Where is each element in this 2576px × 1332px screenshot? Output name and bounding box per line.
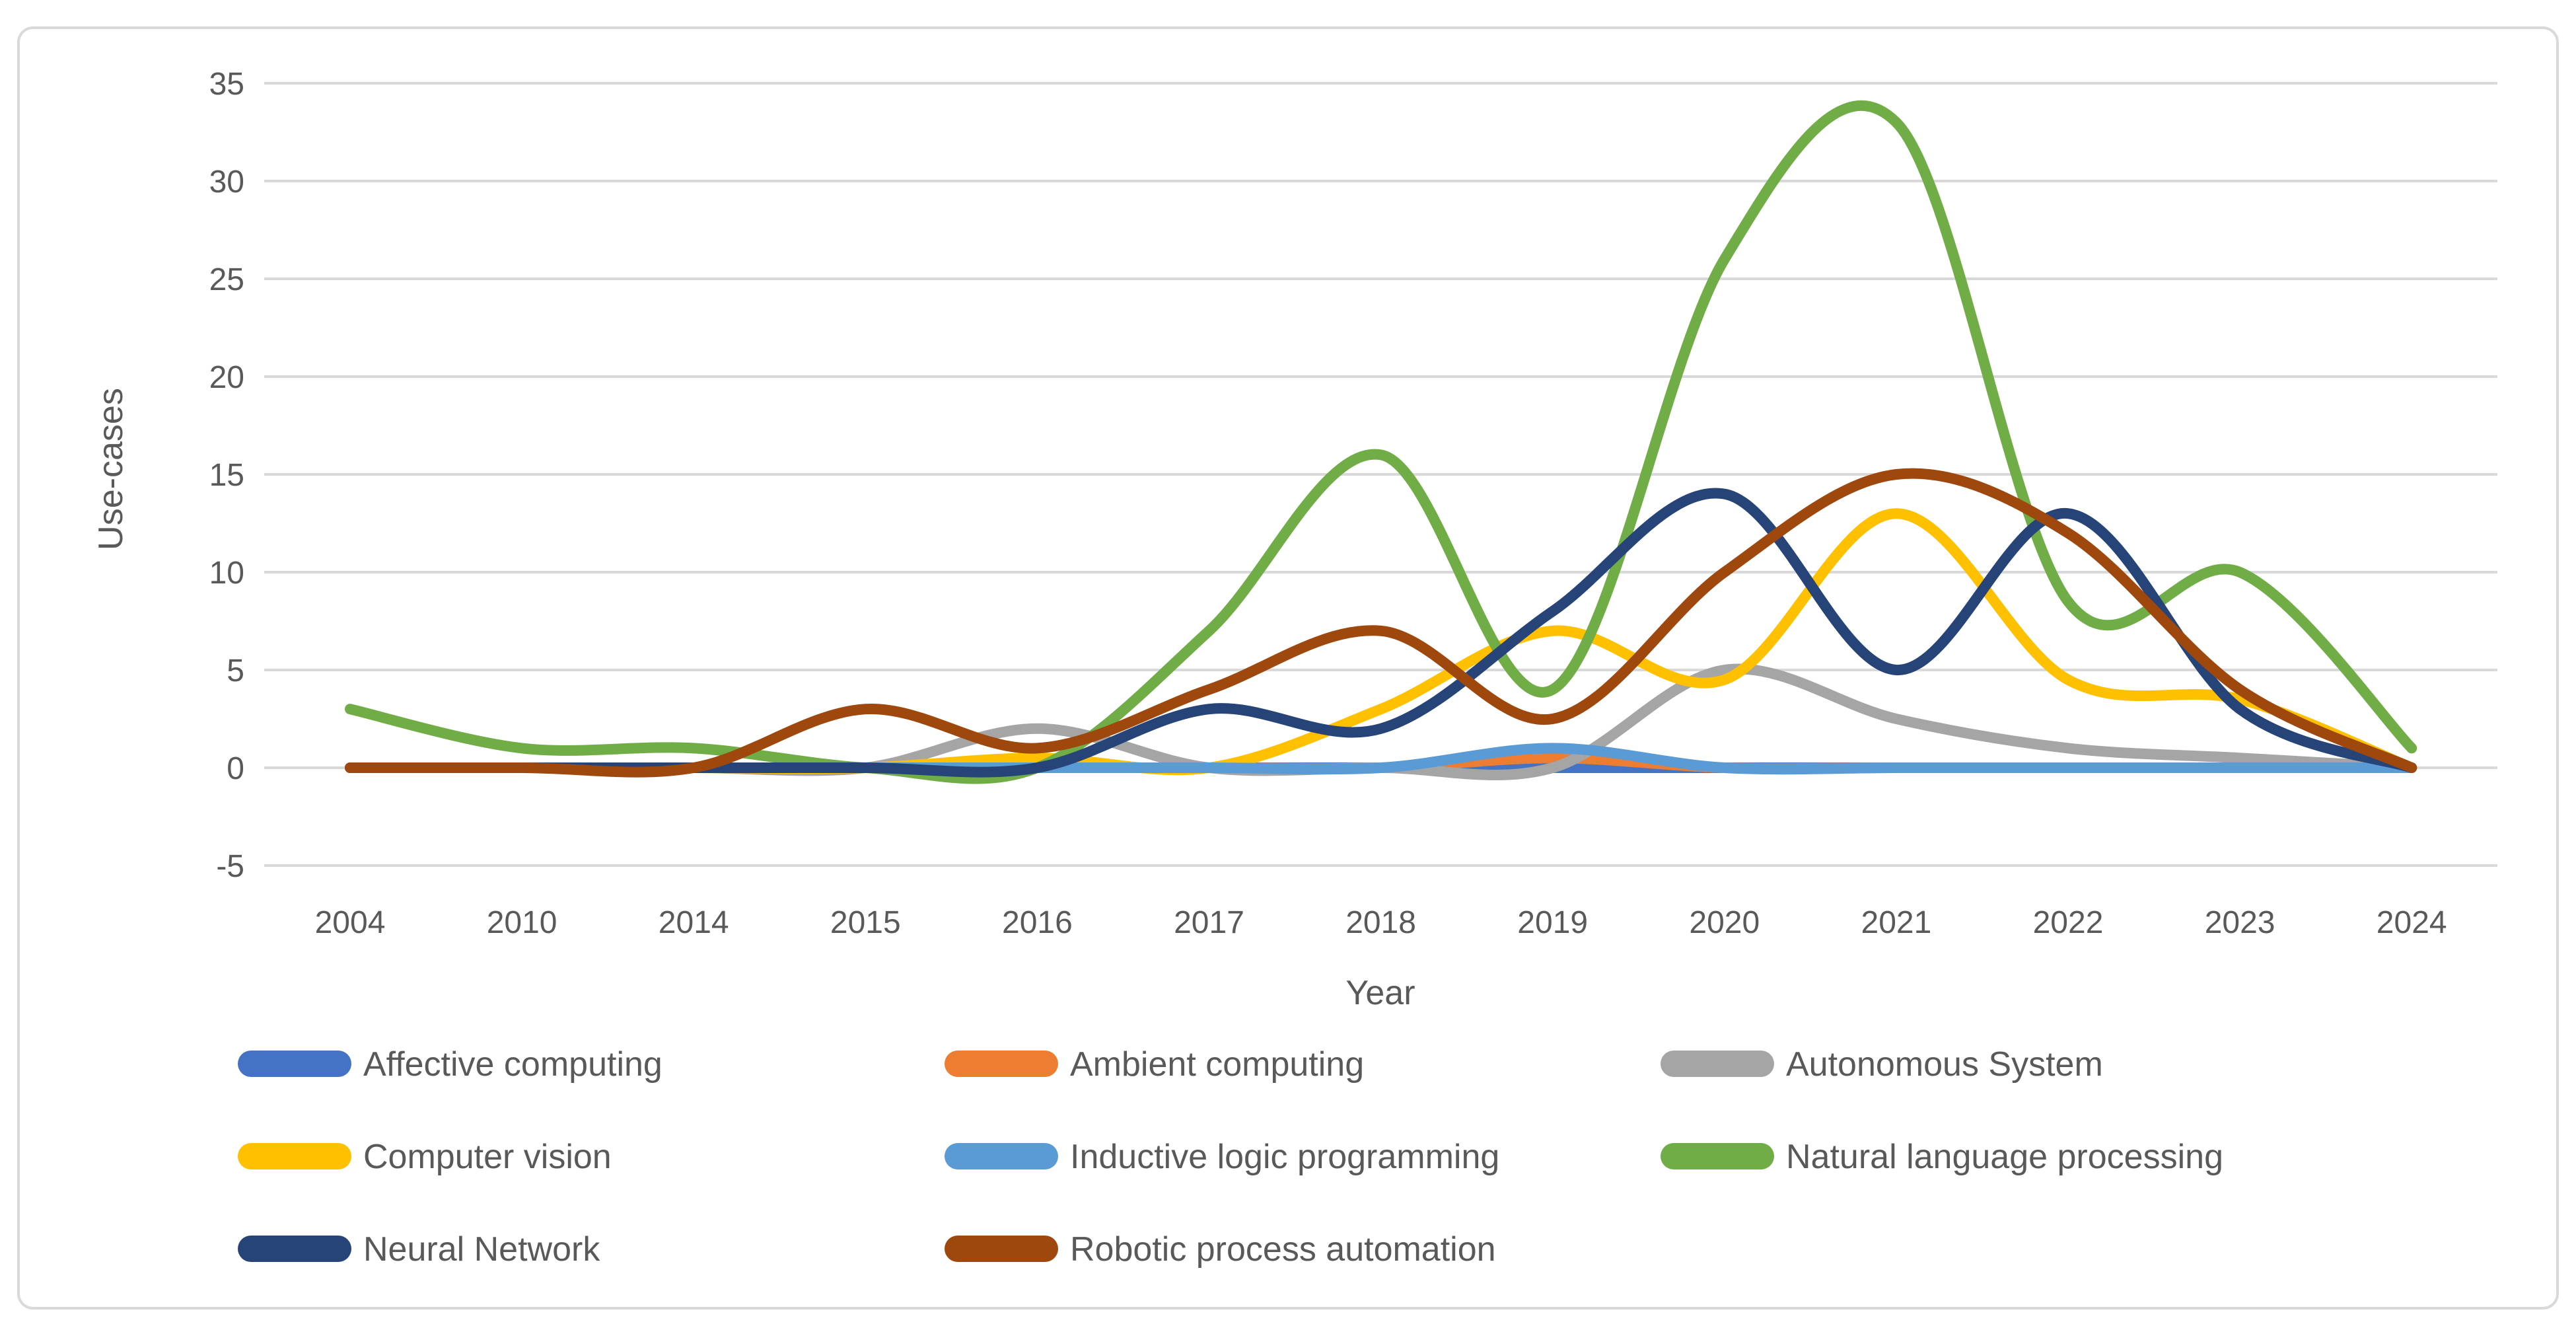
y-tick-label: 25 — [209, 262, 244, 297]
legend-item-natural-language-processing: Natural language processing — [1661, 1138, 2223, 1176]
y-axis-tick-labels: -5 0 5 10 15 20 25 30 35 — [209, 67, 244, 884]
legend-label: Inductive logic programming — [1070, 1138, 1499, 1176]
legend-item-robotic-process-automation: Robotic process automation — [945, 1230, 1496, 1269]
legend-swatch-natural-language-processing — [1661, 1143, 1774, 1169]
y-tick-label: 10 — [209, 556, 244, 591]
x-tick-label: 2016 — [1002, 905, 1073, 940]
y-tick-label: 15 — [209, 458, 244, 493]
y-tick-label: -5 — [216, 849, 244, 884]
legend-swatch-inductive-logic-programming — [945, 1143, 1058, 1169]
x-tick-label: 2015 — [830, 905, 901, 940]
y-tick-label: 5 — [227, 653, 244, 688]
x-tick-label: 2020 — [1689, 905, 1760, 940]
x-axis-tick-labels: 2004 2010 2014 2015 2016 2017 2018 2019 2020 2021… — [315, 905, 2447, 940]
legend-item-affective-computing: Affective computing — [238, 1045, 662, 1084]
legend-label: Natural language processing — [1786, 1138, 2223, 1176]
legend-item-computer-vision: Computer vision — [238, 1138, 612, 1176]
legend-label: Neural Network — [363, 1230, 600, 1269]
y-tick-label: 35 — [209, 67, 244, 102]
legend: Affective computing Ambient computing Auto… — [238, 1045, 2223, 1269]
x-tick-label: 2017 — [1174, 905, 1244, 940]
series-lines-group — [345, 100, 2417, 784]
legend-item-ambient-computing: Ambient computing — [945, 1045, 1364, 1084]
legend-swatch-robotic-process-automation — [945, 1236, 1058, 1262]
legend-label: Affective computing — [363, 1045, 662, 1084]
x-tick-label: 2022 — [2033, 905, 2104, 940]
legend-swatch-computer-vision — [238, 1143, 351, 1169]
legend-swatch-ambient-computing — [945, 1051, 1058, 1077]
legend-label: Robotic process automation — [1070, 1230, 1496, 1269]
legend-swatch-autonomous-system — [1661, 1051, 1774, 1077]
y-tick-label: 20 — [209, 360, 244, 395]
y-axis-title: Use-cases — [92, 388, 130, 550]
x-axis-title: Year — [1345, 974, 1415, 1012]
y-tick-label: 0 — [227, 751, 244, 786]
legend-item-neural-network: Neural Network — [238, 1230, 600, 1269]
x-tick-label: 2019 — [1517, 905, 1588, 940]
x-tick-label: 2004 — [315, 905, 386, 940]
chart-border — [17, 26, 2559, 1310]
x-tick-label: 2018 — [1345, 905, 1416, 940]
y-tick-label: 30 — [209, 165, 244, 200]
x-tick-label: 2023 — [2205, 905, 2275, 940]
legend-item-inductive-logic-programming: Inductive logic programming — [945, 1138, 1499, 1176]
x-tick-label: 2024 — [2377, 905, 2447, 940]
x-tick-label: 2010 — [487, 905, 557, 940]
legend-label: Autonomous System — [1786, 1045, 2103, 1084]
x-tick-label: 2021 — [1861, 905, 1932, 940]
legend-item-autonomous-system: Autonomous System — [1661, 1045, 2103, 1084]
legend-swatch-affective-computing — [238, 1051, 351, 1077]
x-tick-label: 2014 — [659, 905, 729, 940]
series-line-robotic-process-automation — [345, 468, 2417, 778]
legend-label: Computer vision — [363, 1138, 612, 1176]
legend-swatch-neural-network — [238, 1236, 351, 1262]
legend-label: Ambient computing — [1070, 1045, 1364, 1084]
series-line-natural-language-processing — [345, 100, 2417, 784]
